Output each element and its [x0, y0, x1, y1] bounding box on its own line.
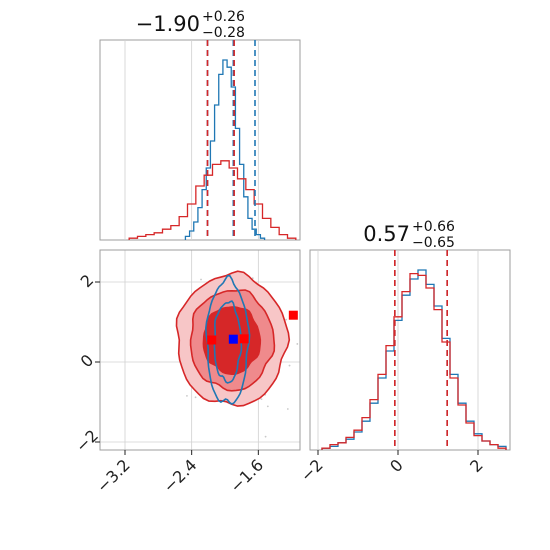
panel-bottom-left-markers	[207, 310, 298, 345]
panel-bottom-right-ticks: −2 0 2	[297, 450, 487, 486]
bl-sample-point	[286, 408, 289, 410]
br-xtick-label: −2	[297, 455, 327, 485]
title-y-main: 0.57	[363, 222, 410, 246]
marker-square-2	[239, 334, 249, 344]
bl-sample-point	[288, 364, 291, 367]
panel-bottom-right-quantiles	[393, 250, 449, 450]
title-y-minus: −0.65	[412, 235, 455, 251]
marker-square-3	[288, 310, 298, 320]
bl-sample-point	[260, 398, 263, 401]
panel-bottom-left-frame	[99, 249, 301, 451]
marker-square-0	[228, 334, 238, 344]
title-x-main: −1.90	[136, 12, 200, 36]
bl-sample-point	[194, 396, 197, 399]
br-hist-series-1	[321, 272, 507, 450]
panel-top-left-quantiles	[206, 40, 256, 240]
title-y-plus: +0.66	[412, 219, 455, 235]
br-xtick-label: 2	[466, 455, 487, 476]
panel-bottom-right: −2 0 2 0.57 +0.66 −0.65	[297, 219, 511, 486]
bl-sample-point	[200, 278, 202, 281]
bl-sample-point	[285, 318, 288, 321]
bl-xtick-label: −1.6	[226, 455, 267, 496]
panel-bottom-left: −3.2 −2.4 −1.6 −2 0 2	[72, 249, 301, 496]
panel-top-left-grid	[124, 40, 259, 240]
tl-hist-series-1	[128, 160, 297, 240]
bl-ytick-label: −2	[72, 426, 102, 456]
bl-sample-point	[264, 435, 267, 438]
bl-sample-point	[251, 277, 254, 280]
bl-sample-point	[296, 343, 299, 345]
bl-xtick-label: −3.2	[93, 455, 134, 496]
panel-top-left-histograms	[128, 59, 297, 240]
title-x-plus: +0.26	[202, 9, 245, 25]
tl-hist-series-0	[184, 59, 266, 240]
bl-xtick-label: −2.4	[160, 455, 201, 496]
bl-ytick-label: 0	[77, 351, 98, 372]
panel-top-left-frame	[99, 39, 301, 241]
bl-sample-point	[186, 394, 188, 397]
panel-bottom-right-grid	[317, 250, 479, 450]
bl-ytick-label: 2	[77, 271, 98, 292]
marker-square-1	[207, 335, 217, 345]
br-xtick-label: 0	[386, 455, 407, 476]
br-hist-series-0	[321, 269, 507, 450]
panel-bottom-right-histograms	[321, 269, 507, 450]
bl-sample-point	[266, 405, 269, 408]
panel-top-left: −1.90 +0.26 −0.28	[99, 9, 301, 241]
title-x-minus: −0.28	[202, 25, 245, 41]
